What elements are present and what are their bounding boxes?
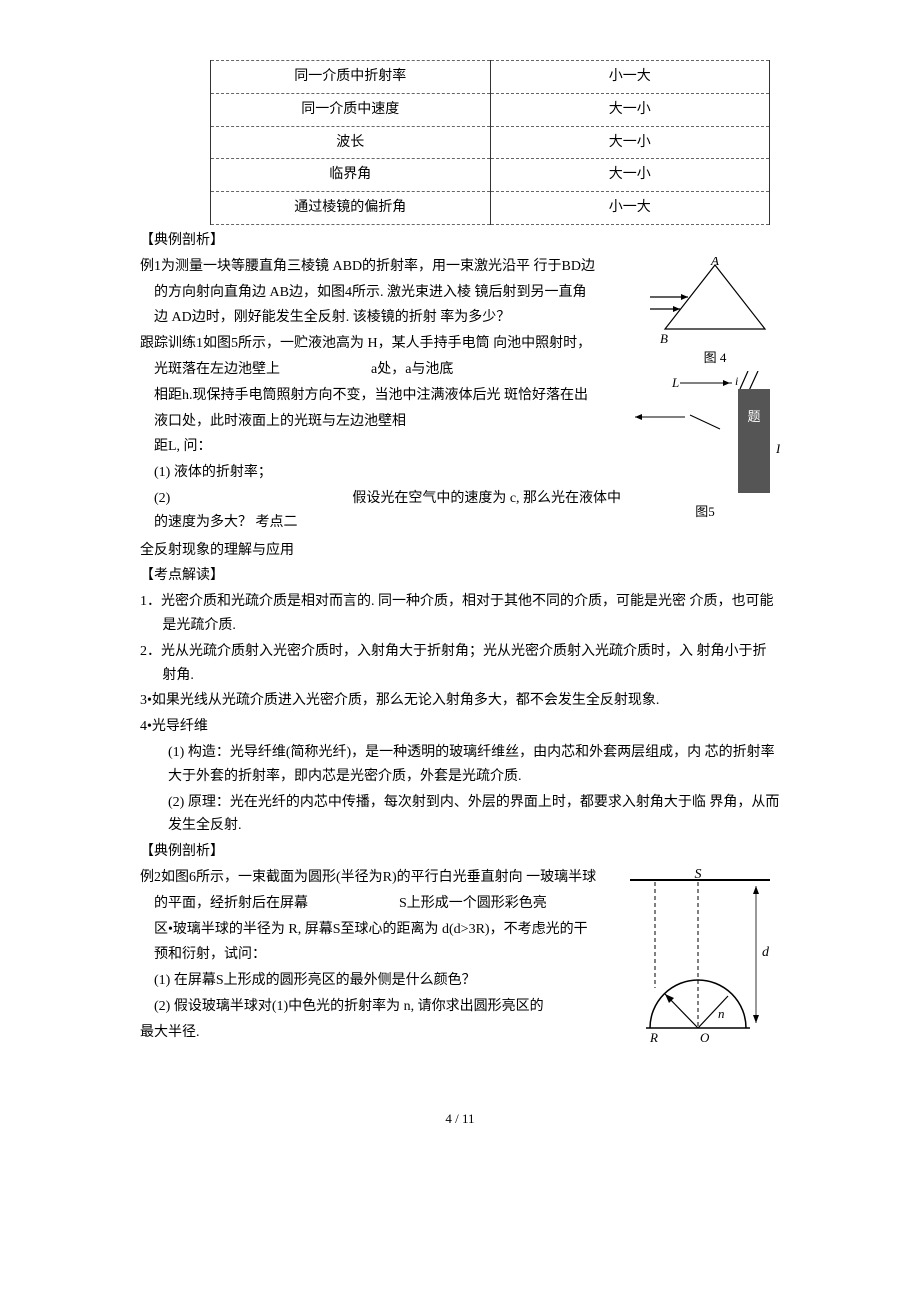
figure-4: A B 图 4 — [650, 257, 780, 369]
point-3: 3•如果光线从光疏介质进入光密介质，那么无论入射角多大，都不会发生全反射现象. — [140, 689, 780, 713]
point-4-1: (1) 构造：光导纤维(简称光纤)，是一种透明的玻璃纤维丝，由内芯和外套两层组成… — [140, 741, 780, 789]
point-4-2-text: (2) 原理：光在光纤的内芯中传播，每次射到内、外层的界面上时，都要求入射角大于… — [168, 791, 780, 839]
label-B: B — [660, 331, 668, 346]
table-row: 通过棱镜的偏折角 小一大 — [211, 192, 770, 225]
point-4-2: (2) 原理：光在光纤的内芯中传播，每次射到内、外层的界面上时，都要求入射角大于… — [140, 791, 780, 839]
table-cell: 大一小 — [490, 93, 770, 126]
figure-6: S d R O n — [610, 868, 780, 1048]
table-cell: 小一大 — [490, 192, 770, 225]
label-n: n — [718, 1006, 725, 1021]
q2-prefix: (2) — [154, 491, 170, 506]
topic-2-title: 全反射现象的理解与应用 — [140, 539, 780, 563]
hemisphere-icon: S d R O n — [610, 868, 780, 1048]
point-4: 4•光导纤维 — [140, 715, 780, 739]
section-heading: 【考点解读】 — [140, 564, 780, 588]
table-row: 波长 大一小 — [211, 126, 770, 159]
label-char: 题 — [747, 409, 760, 424]
point-2: 2．光从光疏介质射入光密介质时，入射角大于折射角；光从光密介质射入光疏介质时，入… — [140, 640, 780, 688]
prism-icon: A B — [650, 257, 780, 347]
table-cell: 波长 — [211, 126, 491, 159]
label-d: d — [762, 945, 770, 960]
figure-4-caption: 图 4 — [704, 350, 727, 365]
table-cell: 同一介质中折射率 — [211, 61, 491, 94]
table-cell: 同一介质中速度 — [211, 93, 491, 126]
section-heading: 【典例剖析】 — [140, 840, 780, 864]
table-cell: 小一大 — [490, 61, 770, 94]
label-A: A — [710, 257, 719, 268]
table-cell: 大一小 — [490, 126, 770, 159]
q2-body: 假设光在空气中的速度为 c, 那么光在液体中的速度为多大？ 考点二 — [154, 491, 621, 530]
pool-icon: L i 题 I — [630, 371, 780, 501]
table-row: 临界角 大一小 — [211, 159, 770, 192]
label-L: L — [671, 375, 679, 390]
page-footer: 4 / 11 — [140, 1108, 780, 1130]
ex2-text: S上形成一个圆形彩色亮 — [399, 896, 547, 911]
table-row: 同一介质中速度 大一小 — [211, 93, 770, 126]
table-cell: 通过棱镜的偏折角 — [211, 192, 491, 225]
figure-5: L i 题 I 图5 — [630, 371, 780, 523]
track-1-text: 光斑落在左边池壁上 — [154, 362, 280, 377]
section-heading: 【典例剖析】 — [140, 229, 780, 253]
point-1-text: 1．光密介质和光疏介质是相对而言的. 同一种介质，相对于其他不同的介质，可能是光… — [140, 590, 780, 638]
table-row: 同一介质中折射率 小一大 — [211, 61, 770, 94]
figure-5-caption: 图5 — [695, 504, 715, 519]
label-R: R — [649, 1030, 658, 1045]
label-O: O — [700, 1030, 710, 1045]
point-2-text: 2．光从光疏介质射入光密介质时，入射角大于折射角；光从光密介质射入光疏介质时，入… — [140, 640, 780, 688]
track-1-text: a处，a与池底 — [371, 362, 453, 377]
properties-table: 同一介质中折射率 小一大 同一介质中速度 大一小 波长 大一小 临界角 大一小 … — [210, 60, 770, 225]
label-S: S — [695, 868, 702, 882]
table-cell: 大一小 — [490, 159, 770, 192]
point-4-1-text: (1) 构造：光导纤维(简称光纤)，是一种透明的玻璃纤维丝，由内芯和外套两层组成… — [168, 741, 780, 789]
label-i: i — [735, 374, 738, 388]
point-1: 1．光密介质和光疏介质是相对而言的. 同一种介质，相对于其他不同的介质，可能是光… — [140, 590, 780, 638]
label-I: I — [775, 441, 780, 456]
ex2-text: 的平面，经折射后在屏幕 — [154, 896, 308, 911]
table-cell: 临界角 — [211, 159, 491, 192]
